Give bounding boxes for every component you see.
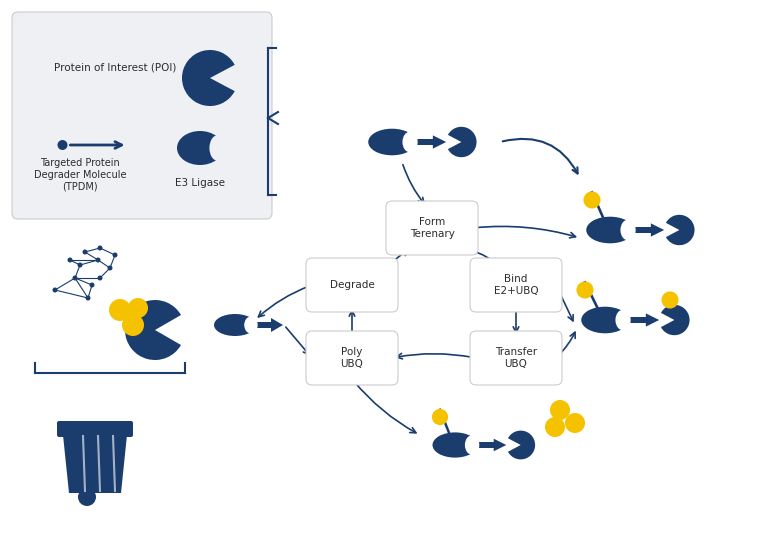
Circle shape	[122, 314, 144, 336]
Text: Form
Terenary: Form Terenary	[409, 217, 455, 239]
Text: Bind
E2+UBQ: Bind E2+UBQ	[494, 274, 538, 296]
Circle shape	[112, 252, 118, 258]
Polygon shape	[63, 435, 127, 493]
Text: Transfer
UBQ: Transfer UBQ	[495, 347, 537, 369]
Ellipse shape	[465, 435, 479, 455]
Ellipse shape	[210, 135, 226, 161]
Circle shape	[52, 287, 58, 293]
Wedge shape	[508, 431, 535, 459]
FancyBboxPatch shape	[12, 12, 272, 219]
Text: Protein of Interest (POI): Protein of Interest (POI)	[54, 63, 176, 73]
Ellipse shape	[581, 307, 629, 333]
Circle shape	[128, 298, 148, 318]
Circle shape	[68, 258, 72, 263]
Ellipse shape	[177, 131, 223, 165]
Circle shape	[90, 282, 94, 287]
Circle shape	[584, 192, 601, 208]
FancyBboxPatch shape	[470, 331, 562, 385]
FancyBboxPatch shape	[627, 317, 646, 323]
Wedge shape	[448, 127, 477, 157]
FancyBboxPatch shape	[57, 421, 133, 437]
FancyBboxPatch shape	[306, 258, 398, 312]
Ellipse shape	[402, 132, 418, 153]
Ellipse shape	[615, 310, 631, 330]
Text: E3 Ligase: E3 Ligase	[175, 178, 225, 188]
Ellipse shape	[432, 432, 478, 458]
Circle shape	[95, 258, 101, 263]
Text: Targeted Protein
Degrader Molecule
(TPDM): Targeted Protein Degrader Molecule (TPDM…	[34, 158, 126, 192]
Wedge shape	[666, 215, 694, 245]
Ellipse shape	[368, 129, 415, 155]
Polygon shape	[494, 439, 506, 451]
Circle shape	[432, 409, 448, 425]
Wedge shape	[182, 50, 235, 106]
Ellipse shape	[621, 220, 636, 241]
Circle shape	[577, 281, 594, 299]
Polygon shape	[646, 314, 659, 326]
Ellipse shape	[586, 217, 634, 243]
Circle shape	[545, 417, 565, 437]
Circle shape	[85, 295, 91, 301]
Wedge shape	[125, 300, 181, 360]
Circle shape	[98, 275, 102, 280]
Ellipse shape	[214, 314, 256, 336]
Ellipse shape	[244, 316, 258, 333]
FancyBboxPatch shape	[632, 227, 650, 233]
Wedge shape	[661, 305, 690, 335]
FancyBboxPatch shape	[256, 322, 271, 328]
Circle shape	[550, 400, 570, 420]
FancyBboxPatch shape	[386, 201, 478, 255]
Circle shape	[565, 413, 585, 433]
Circle shape	[109, 299, 131, 321]
FancyBboxPatch shape	[414, 139, 433, 145]
Polygon shape	[271, 318, 283, 332]
Polygon shape	[650, 223, 664, 237]
FancyBboxPatch shape	[475, 442, 494, 448]
Circle shape	[78, 488, 96, 506]
Circle shape	[98, 245, 102, 250]
Circle shape	[78, 263, 82, 267]
Circle shape	[72, 275, 78, 280]
Circle shape	[58, 140, 68, 150]
Circle shape	[108, 265, 112, 271]
Text: Degrade: Degrade	[329, 280, 374, 290]
Circle shape	[661, 292, 679, 309]
Text: Poly
UBQ: Poly UBQ	[340, 347, 363, 369]
FancyBboxPatch shape	[306, 331, 398, 385]
FancyBboxPatch shape	[470, 258, 562, 312]
Circle shape	[82, 250, 88, 255]
Polygon shape	[433, 135, 446, 149]
